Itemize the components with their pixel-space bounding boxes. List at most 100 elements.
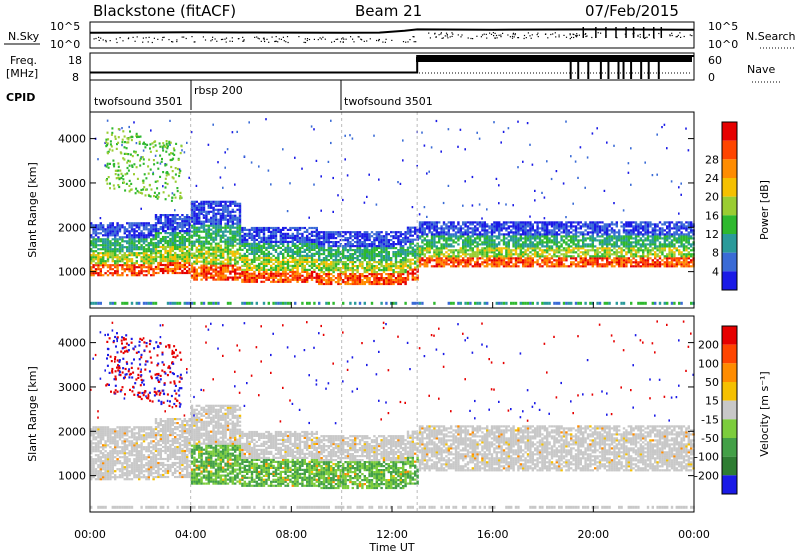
heatmap-cell <box>519 245 522 248</box>
heatmap-cell <box>212 216 215 219</box>
heatmap-cell <box>512 265 515 268</box>
heatmap-cell <box>94 232 98 235</box>
heatmap-cell <box>402 273 405 276</box>
heatmap-cell <box>514 261 518 264</box>
heatmap-cell <box>505 227 508 230</box>
heatmap-cell <box>279 234 282 237</box>
heatmap-cell <box>510 265 513 268</box>
heatmap-cell <box>277 272 280 275</box>
heatmap-cell <box>133 242 136 245</box>
heatmap-cell <box>226 226 230 229</box>
heatmap-cell <box>476 237 479 240</box>
heatmap-cell <box>212 202 215 205</box>
nsearch-dot <box>243 40 245 42</box>
heatmap-cell <box>541 191 543 194</box>
heatmap-cell <box>277 278 280 281</box>
heatmap-cell <box>224 166 226 169</box>
heatmap-cell <box>169 222 172 225</box>
heatmap-cell <box>222 274 225 277</box>
heatmap-cell <box>133 274 136 277</box>
heatmap-cell <box>306 256 309 259</box>
heatmap-cell <box>565 251 568 254</box>
heatmap-cell <box>296 226 299 230</box>
nsearch-dot <box>492 32 494 34</box>
heatmap-cell <box>210 206 213 209</box>
heatmap-cell <box>570 239 573 242</box>
heatmap-cell <box>349 241 352 244</box>
heatmap-cell <box>270 268 273 271</box>
heatmap-cell <box>274 226 278 230</box>
heatmap-cell <box>205 236 208 239</box>
nsearch-dot <box>264 40 266 43</box>
heatmap-cell <box>183 265 186 269</box>
heatmap-cell <box>397 282 400 286</box>
heatmap-cell <box>495 237 498 240</box>
heatmap-cell <box>517 120 519 123</box>
heatmap-cell <box>140 260 143 263</box>
heatmap-cell <box>200 254 203 257</box>
heatmap-cell <box>536 255 539 258</box>
heatmap-cell <box>397 235 400 238</box>
heatmap-cell <box>325 233 328 236</box>
heatmap-cell <box>164 251 167 255</box>
heatmap-cell <box>310 226 314 230</box>
heatmap-cell <box>529 239 532 242</box>
heatmap-cell <box>284 250 287 253</box>
heatmap-cell <box>212 256 215 259</box>
heatmap-cell <box>116 264 119 267</box>
heatmap-cell <box>212 258 215 261</box>
heatmap-cell <box>399 265 402 268</box>
heatmap-cell <box>159 228 162 231</box>
nsearch-dot <box>460 36 462 38</box>
heatmap-cell <box>154 243 158 247</box>
heatmap-cell <box>438 237 441 240</box>
heatmap-cell <box>224 222 227 225</box>
heatmap-cell <box>195 274 198 277</box>
heatmap-cell <box>229 204 232 207</box>
heatmap-cell <box>572 237 575 240</box>
heatmap-cell <box>526 253 530 256</box>
heatmap-cell <box>325 301 328 305</box>
heatmap-cell <box>474 239 477 242</box>
heatmap-cell <box>370 282 374 286</box>
noise-panel: N.Sky 10^5 10^0 10^5 10^0 N.Search <box>4 20 796 51</box>
heatmap-cell <box>226 268 230 271</box>
heatmap-cell <box>409 232 412 235</box>
heatmap-cell <box>171 239 174 243</box>
heatmap-cell <box>231 266 234 269</box>
heatmap-cell <box>202 246 206 249</box>
heatmap-cell <box>279 301 282 305</box>
heatmap-cell <box>435 223 438 226</box>
heatmap-cell <box>207 250 210 253</box>
heatmap-cell <box>517 231 520 234</box>
nsearch-dot <box>512 33 514 35</box>
freq-label-line2: [MHz] <box>6 67 38 80</box>
heatmap-cell <box>106 242 110 245</box>
heatmap-cell <box>238 228 242 231</box>
heatmap-cell <box>198 240 201 243</box>
heatmap-cell <box>226 254 230 257</box>
heatmap-cell <box>294 272 297 275</box>
nave-thick-band <box>416 57 692 62</box>
heatmap-cell <box>493 223 496 226</box>
heatmap-cell <box>157 228 160 231</box>
heatmap-cell <box>560 259 563 262</box>
heatmap-cell <box>214 266 218 269</box>
heatmap-cell <box>366 275 369 278</box>
nsearch-dot <box>274 40 276 43</box>
heatmap-cell <box>337 275 340 278</box>
heatmap-cell <box>584 225 587 228</box>
heatmap-cell <box>469 243 472 246</box>
heatmap-cell <box>517 257 520 260</box>
heatmap-cell <box>298 262 302 265</box>
heatmap-cell <box>291 248 294 251</box>
heatmap-cell <box>382 251 386 254</box>
heatmap-cell <box>445 257 448 260</box>
heatmap-cell <box>178 253 182 257</box>
heatmap-cell <box>382 245 386 248</box>
heatmap-cell <box>267 226 270 230</box>
heatmap-cell <box>260 236 263 239</box>
heatmap-cell <box>512 249 515 252</box>
heatmap-cell <box>507 259 510 262</box>
heatmap-cell <box>306 258 309 261</box>
